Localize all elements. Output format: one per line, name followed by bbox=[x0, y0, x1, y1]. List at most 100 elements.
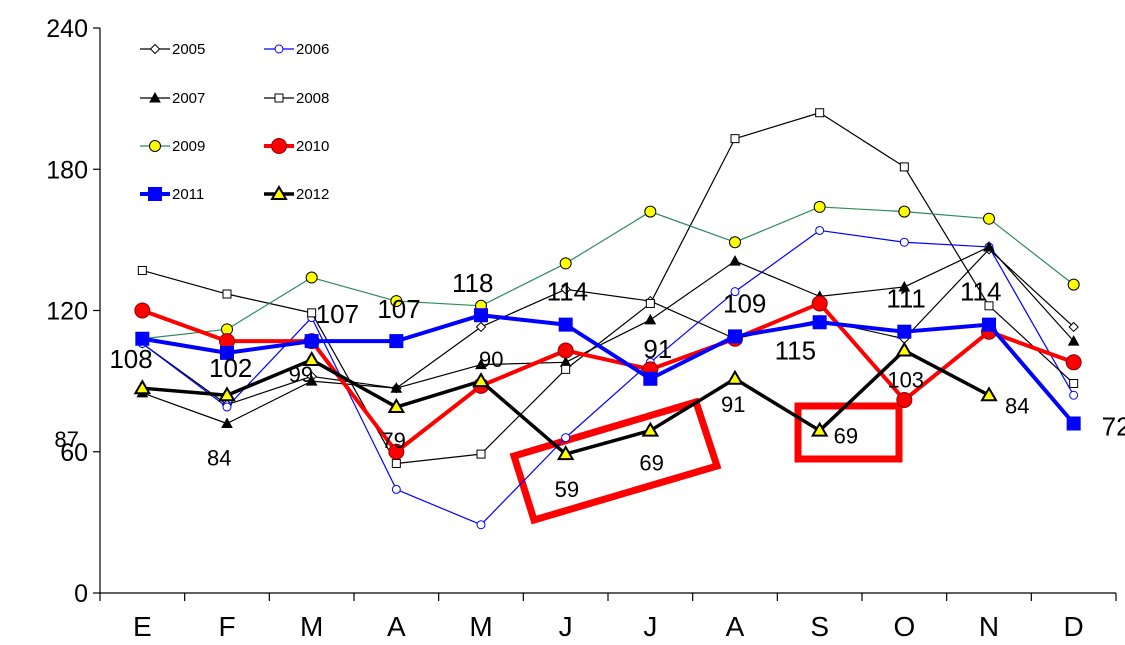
data-point-2005 bbox=[1068, 321, 1079, 333]
x-tick-label: A bbox=[726, 611, 745, 642]
data-point-2012 bbox=[472, 372, 490, 388]
data-label-2011: 118 bbox=[452, 268, 493, 298]
data-point-2009 bbox=[390, 295, 403, 308]
data-point-2012 bbox=[726, 369, 744, 385]
data-point-2011 bbox=[304, 334, 319, 349]
data-point-2009 bbox=[898, 205, 911, 218]
legend-swatch-marker bbox=[149, 43, 161, 55]
legend-entry-2008: 2008 bbox=[264, 90, 329, 107]
highlight-box-sep bbox=[794, 402, 903, 463]
y-tick-label: 120 bbox=[46, 298, 88, 326]
legend-entry-2007: 2007 bbox=[140, 90, 205, 107]
data-label-2012: 91 bbox=[721, 392, 745, 417]
data-label-layer: 108 102 107 107 118 114 91 109 115 111 114 72 87 84 99… bbox=[54, 268, 1125, 502]
series-layer bbox=[133, 108, 1082, 530]
data-point-2012 bbox=[133, 379, 152, 395]
data-point-2007 bbox=[983, 240, 995, 252]
data-label-2012: 69 bbox=[834, 424, 858, 449]
data-point-2012 bbox=[556, 445, 575, 461]
annotation-layer bbox=[509, 397, 903, 525]
x-tick-label: S bbox=[810, 611, 829, 642]
x-tick-label: F bbox=[218, 611, 235, 642]
data-point-2007 bbox=[390, 382, 403, 393]
data-point-2007 bbox=[475, 358, 487, 370]
data-point-2008 bbox=[984, 301, 994, 311]
data-label-2011: 114 bbox=[547, 277, 588, 307]
data-label-2011: 108 bbox=[109, 344, 152, 374]
legend-label: 2009 bbox=[172, 138, 205, 155]
data-point-2008 bbox=[561, 364, 571, 374]
legend-swatch-marker bbox=[274, 44, 284, 54]
data-point-2011 bbox=[1066, 416, 1081, 431]
legend-entry-2012: 2012 bbox=[264, 185, 329, 203]
data-point-2009 bbox=[305, 271, 318, 284]
legend-label: 2008 bbox=[296, 90, 329, 107]
legend-label: 2011 bbox=[172, 186, 204, 203]
legend-entry-2010: 2010 bbox=[264, 138, 329, 155]
data-point-2010 bbox=[134, 302, 151, 319]
series-2008 bbox=[137, 108, 1079, 469]
series-line-2007 bbox=[142, 246, 1075, 425]
x-tick-label: J bbox=[643, 611, 657, 642]
data-point-2009 bbox=[1067, 278, 1080, 291]
series-2010 bbox=[134, 295, 1082, 460]
data-point-2008 bbox=[815, 108, 825, 118]
x-tick-label: A bbox=[387, 611, 406, 642]
x-tick-label: D bbox=[1064, 611, 1084, 642]
data-point-2009 bbox=[813, 200, 826, 213]
data-point-2007 bbox=[644, 313, 657, 325]
series-line-2011 bbox=[142, 313, 1076, 425]
series-line-2009 bbox=[142, 206, 1075, 340]
data-label-2011: 114 bbox=[960, 277, 1001, 307]
x-tick-label: E bbox=[133, 611, 152, 642]
data-point-2006 bbox=[899, 237, 909, 247]
data-point-2005 bbox=[560, 284, 571, 295]
data-label-2012: 84 bbox=[207, 445, 231, 470]
data-label-2012: 84 bbox=[1005, 393, 1029, 418]
data-point-2012 bbox=[302, 350, 321, 366]
series-line-2005 bbox=[141, 248, 1075, 406]
data-label-2011: 107 bbox=[316, 299, 359, 329]
data-point-2010 bbox=[896, 391, 913, 408]
x-tick-label: O bbox=[893, 611, 915, 642]
y-tick-label: 60 bbox=[60, 439, 88, 467]
highlight-box-jun-jul bbox=[509, 397, 722, 525]
data-point-2008 bbox=[222, 289, 232, 299]
data-point-2008 bbox=[730, 134, 740, 144]
data-point-2010 bbox=[811, 295, 828, 312]
legend-swatch-marker bbox=[148, 187, 162, 201]
data-point-2007 bbox=[305, 375, 318, 386]
data-point-2008 bbox=[476, 449, 486, 459]
data-label-2012: 90 bbox=[479, 347, 503, 372]
data-point-2012 bbox=[387, 398, 406, 414]
x-tick-label: N bbox=[979, 611, 999, 642]
data-point-2010 bbox=[388, 443, 405, 460]
data-point-2010 bbox=[557, 342, 574, 359]
data-point-2008 bbox=[391, 459, 401, 469]
data-point-2007 bbox=[221, 417, 233, 428]
legend-entry-2005: 2005 bbox=[140, 41, 205, 58]
data-point-2011 bbox=[389, 334, 404, 349]
data-label-2011: 111 bbox=[886, 284, 926, 314]
data-label-2011: 91 bbox=[643, 334, 672, 364]
y-tick-label: 180 bbox=[46, 156, 88, 184]
legend-entry-2009: 2009 bbox=[140, 138, 205, 155]
series-2012 bbox=[133, 341, 998, 461]
data-point-2007 bbox=[898, 280, 911, 292]
data-point-2009 bbox=[729, 236, 741, 249]
legend-swatch-marker bbox=[149, 140, 161, 152]
data-label-2012: 99 bbox=[289, 362, 313, 387]
x-tick-label: M bbox=[469, 611, 492, 642]
legend-entry-2006: 2006 bbox=[264, 41, 329, 58]
series-2011 bbox=[135, 308, 1081, 431]
y-tick-label: 240 bbox=[46, 15, 88, 43]
data-point-2008 bbox=[307, 308, 317, 318]
legend-swatch-marker bbox=[274, 93, 284, 103]
series-line-2006 bbox=[141, 229, 1075, 526]
data-label-2012: 87 bbox=[54, 427, 78, 452]
legend-label: 2005 bbox=[172, 41, 205, 58]
data-point-2011 bbox=[728, 329, 742, 344]
data-label-2011: 72 bbox=[1102, 412, 1125, 442]
data-point-2006 bbox=[815, 225, 825, 235]
